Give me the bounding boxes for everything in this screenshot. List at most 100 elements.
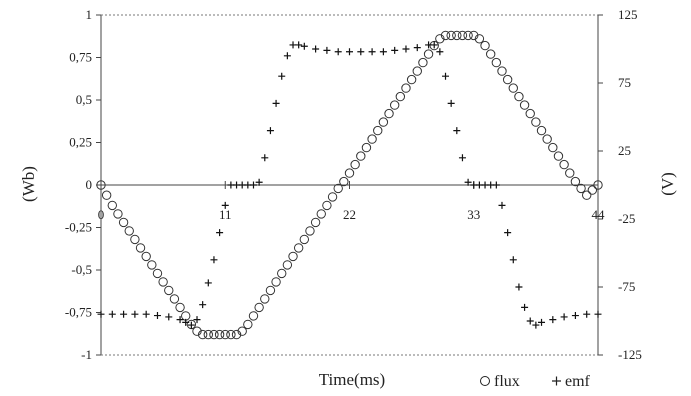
- flux-point: [107, 200, 117, 211]
- emf-point: [249, 181, 257, 189]
- right-tick-label: 25: [618, 143, 631, 158]
- emf-point: [182, 318, 190, 326]
- flux-point: [452, 30, 462, 41]
- flux-point: [203, 329, 214, 340]
- flux-point: [214, 329, 225, 340]
- emf-point: [549, 316, 557, 324]
- emf-point: [413, 44, 421, 52]
- flux-point: [237, 326, 247, 336]
- emf-point: [532, 321, 540, 329]
- flux-point: [485, 49, 496, 59]
- flux-point: [440, 30, 451, 41]
- flux-point: [384, 108, 394, 119]
- flux-point: [576, 183, 586, 194]
- flux-point: [446, 30, 456, 41]
- emf-point: [458, 154, 466, 162]
- emf-point: [295, 41, 303, 49]
- flux-point: [141, 251, 151, 262]
- flux-point: [350, 159, 360, 170]
- flux-point: [186, 319, 197, 330]
- flux-point: [327, 192, 338, 202]
- flux-point: [373, 125, 383, 136]
- flux-point: [293, 243, 304, 253]
- flux-point: [344, 168, 355, 178]
- emf-point: [210, 256, 218, 264]
- flux-point: [474, 34, 485, 44]
- emf-point: [357, 48, 365, 56]
- flux-point: [316, 209, 326, 219]
- emf-point: [464, 178, 472, 186]
- emf-point: [187, 321, 195, 329]
- flux-point: [152, 268, 163, 279]
- left-tick-label: 0: [86, 177, 93, 192]
- flux-point: [502, 74, 513, 85]
- left-tick-label: -0,75: [65, 305, 92, 320]
- flux-point: [124, 226, 134, 236]
- legend-emf-marker: [552, 376, 561, 386]
- emf-point: [199, 301, 207, 309]
- flux-point: [197, 329, 208, 340]
- flux-point: [570, 176, 581, 187]
- flux-point: [565, 168, 575, 178]
- flux-point: [282, 260, 293, 270]
- emf-point: [165, 313, 173, 321]
- flux-point: [333, 183, 343, 194]
- emf-point: [97, 310, 105, 318]
- left-tick-label: 1: [86, 7, 93, 22]
- flux-point: [418, 57, 428, 68]
- flux-point: [277, 268, 287, 279]
- flux-point: [164, 285, 174, 296]
- flux-point: [243, 319, 253, 330]
- emf-point: [430, 41, 438, 49]
- flux-point: [367, 134, 377, 144]
- emf-point: [278, 72, 286, 80]
- flux-point: [288, 251, 298, 262]
- flux-point: [130, 234, 140, 245]
- emf-point: [221, 201, 229, 209]
- left-tick-label: -1: [81, 347, 92, 362]
- emf-point: [153, 312, 161, 320]
- emf-point: [283, 52, 291, 60]
- flux-point: [299, 234, 310, 245]
- flux-point: [395, 91, 406, 102]
- flux-point: [322, 200, 332, 211]
- emf-point: [436, 48, 444, 56]
- y-axis-left-label: (Wb): [19, 166, 38, 202]
- flux-point: [147, 260, 157, 270]
- flux-point: [226, 329, 236, 340]
- flux-point: [463, 30, 473, 41]
- flux-point: [553, 151, 564, 161]
- right-tick-label: 75: [618, 75, 631, 90]
- emf-point: [538, 318, 546, 326]
- emf-point: [193, 316, 201, 324]
- flux-point: [175, 302, 185, 313]
- flux-point: [96, 180, 106, 190]
- x-tick-label: 0: [98, 207, 105, 222]
- flux-point: [457, 30, 468, 41]
- emf-point: [492, 181, 500, 189]
- flux-point: [514, 91, 524, 102]
- emf-point: [108, 310, 116, 318]
- flux-point: [587, 185, 598, 195]
- emf-point: [379, 48, 387, 56]
- flux-point: [135, 243, 146, 253]
- right-tick-label: -75: [618, 279, 635, 294]
- x-axis-label: Time(ms): [319, 370, 385, 389]
- flux-point: [435, 34, 445, 44]
- flux-point: [536, 125, 547, 136]
- flux-point: [406, 74, 417, 85]
- flux-point: [169, 294, 180, 304]
- left-tick-label: 0,75: [69, 50, 92, 65]
- flux-point: [519, 100, 530, 110]
- flux-point: [491, 57, 502, 68]
- emf-point: [261, 154, 269, 162]
- emf-point: [300, 42, 308, 50]
- emf-point: [453, 127, 461, 135]
- emf-point: [176, 316, 184, 324]
- emf-point: [447, 99, 455, 107]
- flux-point: [469, 30, 479, 41]
- flux-point: [559, 159, 569, 170]
- flux-point: [542, 134, 552, 144]
- y-axis-right-label: (V): [658, 172, 677, 196]
